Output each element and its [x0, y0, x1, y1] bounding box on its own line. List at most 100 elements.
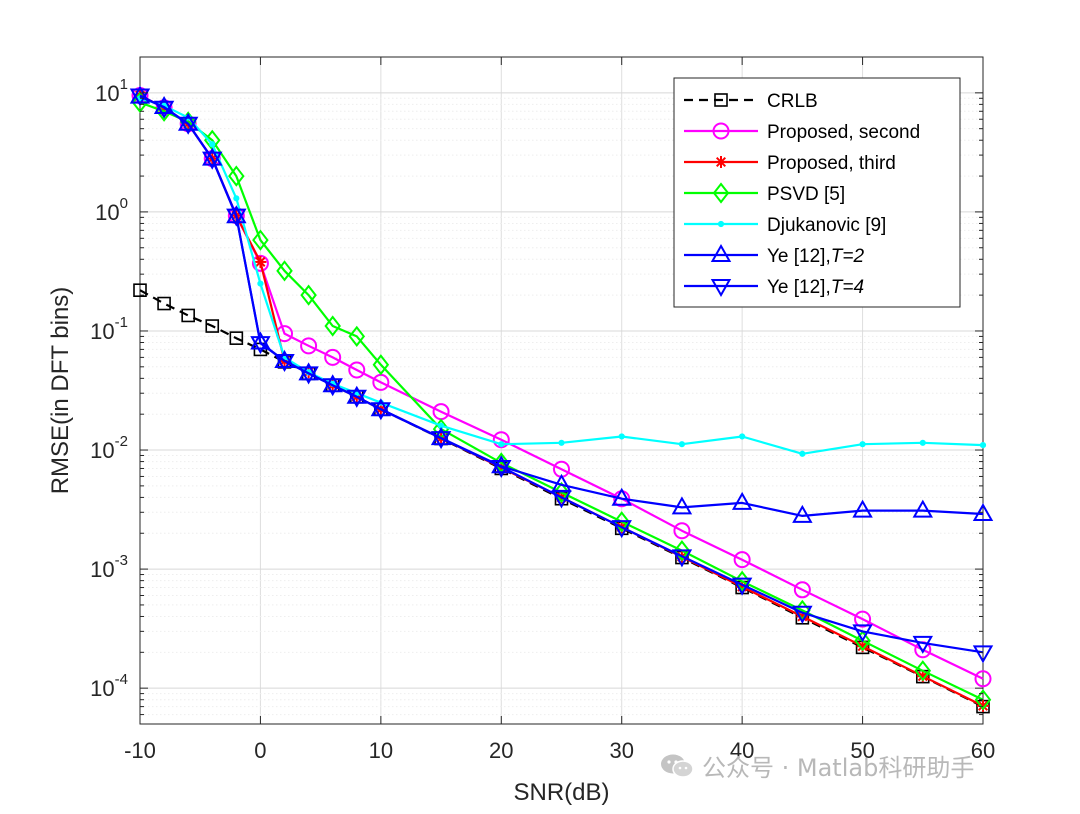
data-point-proposed-second	[974, 670, 992, 688]
y-tick-label: 100	[95, 195, 128, 225]
data-point-djukanovic-9	[859, 441, 866, 448]
y-tick-label: 10-1	[90, 314, 128, 344]
data-point-proposed-third	[254, 255, 267, 268]
data-point-psvd-5	[276, 260, 293, 282]
data-point-ye-12-t-4	[792, 605, 813, 624]
data-point-ye-12-t-4	[250, 336, 271, 355]
data-point-psvd-5	[854, 630, 871, 652]
data-point-proposed-second	[733, 551, 751, 569]
x-tick-label: 30	[609, 738, 633, 763]
data-point-ye-12-t-4	[322, 378, 343, 397]
legend-swatch-marker	[714, 93, 728, 107]
series-line-ye-12-t-4	[139, 94, 984, 654]
data-point-djukanovic-9	[618, 433, 625, 440]
data-point-ye-12-t-4	[177, 116, 199, 135]
x-tick-label: 10	[369, 738, 393, 763]
legend-item: Ye [12],T=2	[684, 243, 864, 267]
data-point-djukanovic-9	[209, 141, 216, 148]
y-axis-title: RMSE(in DFT bins)	[47, 287, 74, 495]
data-point-psvd-5	[914, 660, 932, 682]
data-point-proposed-second	[300, 337, 318, 355]
legend-swatch-marker	[710, 243, 732, 262]
data-point-djukanovic-9	[799, 450, 806, 457]
axis-ticks: -10 0 10 20 30 40 50 60 10-4 10-3 10-2 10-1 100 101	[90, 56, 995, 763]
data-point-ye-12-t-4	[129, 88, 151, 107]
legend-swatch-marker	[710, 279, 732, 298]
legend-label: CRLB	[767, 91, 818, 112]
data-point-proposed-second	[854, 610, 872, 628]
data-point-ye-12-t-4	[370, 402, 392, 421]
data-point-crlb	[229, 331, 244, 345]
data-point-psvd-5	[252, 229, 269, 251]
data-point-djukanovic-9	[678, 441, 686, 448]
legend-item: Djukanovic [9]	[684, 215, 886, 236]
data-point-crlb	[181, 308, 195, 323]
data-point-ye-12-t-4	[551, 490, 572, 509]
data-point-djukanovic-9	[257, 280, 264, 287]
data-point-djukanovic-9	[919, 439, 926, 446]
data-point-ye-12-t-2	[250, 331, 271, 350]
series-ye-12-t-4	[129, 88, 994, 664]
data-point-ye-12-t-4	[611, 520, 632, 539]
data-point-psvd-5	[228, 165, 245, 187]
legend-item: Proposed, third	[684, 153, 896, 174]
x-tick-label: 20	[489, 738, 513, 763]
data-point-proposed-second	[793, 581, 811, 599]
data-point-djukanovic-9	[979, 442, 987, 449]
data-point-ye-12-t-4	[298, 366, 319, 385]
plot-area-frame	[139, 56, 984, 725]
data-point-djukanovic-9	[498, 441, 505, 448]
data-point-ye-12-t-2	[792, 504, 813, 523]
data-point-ye-12-t-4	[346, 389, 367, 408]
legend-label: Djukanovic [9]	[767, 215, 886, 236]
data-point-crlb	[205, 319, 220, 333]
y-tick-label: 10-3	[90, 552, 128, 582]
data-point-ye-12-t-2	[671, 496, 693, 515]
x-tick-label: 0	[254, 738, 266, 763]
legend-item: PSVD [5]	[684, 182, 845, 205]
data-point-ye-12-t-2	[274, 349, 295, 368]
data-point-djukanovic-9	[739, 433, 746, 440]
series-layer	[129, 85, 994, 714]
data-point-proposed-second	[348, 361, 366, 379]
x-tick-label: 40	[730, 738, 754, 763]
legend-item: CRLB	[684, 91, 818, 112]
data-point-ye-12-t-4	[731, 577, 753, 596]
data-point-ye-12-t-2	[912, 499, 934, 518]
data-point-djukanovic-9	[233, 195, 240, 202]
legend: CRLB Proposed, second Proposed, third PSVD …	[673, 77, 961, 308]
data-point-psvd-5	[673, 539, 691, 562]
data-point-ye-12-t-2	[852, 499, 873, 518]
legend-label: Proposed, third	[767, 153, 896, 174]
data-point-ye-12-t-4	[912, 635, 934, 654]
data-point-crlb	[133, 283, 147, 297]
data-point-ye-12-t-4	[202, 151, 223, 170]
data-point-ye-12-t-4	[972, 645, 994, 664]
legend-label: Ye [12],T=4	[767, 277, 864, 298]
legend-swatch-marker	[712, 122, 730, 140]
data-point-ye-12-t-4	[226, 208, 247, 227]
legend-swatch-marker	[717, 220, 725, 228]
data-point-psvd-5	[613, 511, 630, 533]
data-point-ye-12-t-2	[972, 503, 994, 522]
data-point-ye-12-t-2	[226, 205, 247, 224]
data-point-ye-12-t-4	[491, 460, 512, 479]
data-point-ye-12-t-2	[202, 147, 223, 166]
data-point-psvd-5	[324, 315, 341, 337]
data-point-proposed-second	[324, 348, 342, 366]
y-tick-label: 101	[95, 76, 128, 106]
data-point-psvd-5	[974, 689, 992, 711]
legend-swatch-marker	[715, 156, 727, 168]
data-point-ye-12-t-2	[611, 487, 632, 506]
data-point-ye-12-t-4	[671, 549, 693, 568]
x-axis-title: SNR(dB)	[513, 779, 609, 806]
watermark: 公众号 · Matlab科研助手	[660, 748, 974, 783]
x-tick-label: 50	[850, 738, 874, 763]
y-tick-label: 10-4	[90, 671, 128, 701]
data-point-ye-12-t-4	[274, 353, 295, 372]
data-point-psvd-5	[300, 284, 317, 306]
x-tick-label: 60	[971, 738, 995, 763]
data-point-ye-12-t-4	[852, 624, 873, 643]
data-point-psvd-5	[348, 325, 366, 348]
